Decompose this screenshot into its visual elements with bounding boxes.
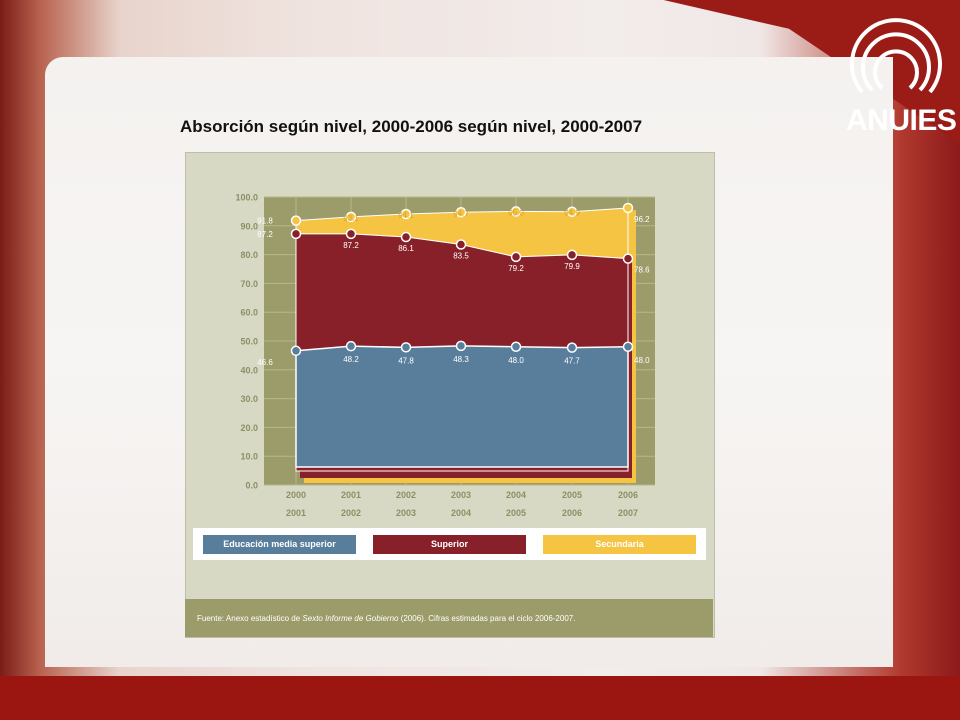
x-tick-label: 2001 <box>341 490 361 500</box>
x-tick-label: 2002 <box>341 508 361 518</box>
superior-data-label: 87.2 <box>257 230 273 239</box>
media-superior-data-label: 48.0 <box>508 356 524 365</box>
y-tick-label: 70.0 <box>240 279 258 289</box>
secundaria-data-label: 94.7 <box>453 209 469 218</box>
media-superior-data-label: 47.7 <box>564 357 580 366</box>
y-tick-label: 80.0 <box>240 250 258 260</box>
secundaria-point <box>290 215 302 226</box>
slide-title: Absorción según nivel, 2000-2006 según n… <box>180 117 643 136</box>
superior-data-label: 87.2 <box>343 241 359 250</box>
media-superior-data-label: 48.0 <box>634 356 650 365</box>
legend-item-secundaria: Secundaria <box>543 535 696 554</box>
secundaria-data-label: 94.9 <box>564 209 580 218</box>
y-tick-label: 90.0 <box>240 221 258 231</box>
y-tick-label: 50.0 <box>240 337 258 347</box>
source-prefix: Fuente: Anexo estadístico de <box>197 614 303 623</box>
x-tick-label: 2005 <box>506 508 526 518</box>
media-superior-data-label: 48.3 <box>453 355 469 364</box>
media-superior-point <box>510 341 522 353</box>
x-tick-label: 2005 <box>562 490 582 500</box>
superior-data-label: 79.2 <box>508 264 524 273</box>
logo-rings-icon <box>850 18 942 94</box>
media-superior-point <box>400 342 412 353</box>
secundaria-point <box>566 206 578 217</box>
media-superior-point <box>455 340 467 352</box>
media-superior-area <box>295 345 629 468</box>
superior-point <box>622 253 634 264</box>
superior-point <box>510 251 522 263</box>
legend-item-superior: Superior <box>373 535 526 554</box>
x-tick-label: 2006 <box>562 508 582 518</box>
media-superior-data-label: 48.2 <box>343 355 359 364</box>
y-tick-label: 100.0 <box>235 193 258 203</box>
y-tick-label: 30.0 <box>240 394 258 404</box>
secundaria-point <box>455 207 467 218</box>
x-tick-label: 2003 <box>396 508 416 518</box>
secundaria-data-label: 91.8 <box>257 217 273 226</box>
source-suffix: (2006). Cifras estimadas para el ciclo 2… <box>398 614 576 623</box>
media-superior-point <box>622 341 634 353</box>
media-superior-data-label: 46.6 <box>257 358 273 367</box>
secundaria-point <box>622 202 634 214</box>
y-tick-label: 20.0 <box>240 423 258 433</box>
x-tick-label: 2004 <box>506 490 526 500</box>
legend-item-media-superior: Educación media superior <box>203 535 356 554</box>
superior-point <box>290 228 302 240</box>
x-tick-label: 2000 <box>286 490 306 500</box>
x-tick-label: 2004 <box>451 508 471 518</box>
secundaria-point <box>510 206 522 217</box>
media-superior-point <box>345 340 357 352</box>
y-tick-label: 60.0 <box>240 308 258 318</box>
y-tick-label: 10.0 <box>240 452 258 462</box>
x-tick-label: 2007 <box>618 508 638 518</box>
chart-source-note: Fuente: Anexo estadístico de Sexto Infor… <box>185 599 713 637</box>
secundaria-data-label: 95.0 <box>508 208 524 217</box>
superior-data-label: 79.9 <box>564 262 580 271</box>
superior-point <box>455 239 467 250</box>
superior-data-label: 78.6 <box>634 266 650 275</box>
bottom-red-bar <box>0 676 960 720</box>
superior-point <box>566 249 578 261</box>
secundaria-data-label: 96.2 <box>634 215 650 224</box>
source-italic: Sexto Informe de Gobierno <box>302 614 399 623</box>
secundaria-data-label: 94.1 <box>398 211 414 220</box>
superior-data-label: 86.1 <box>398 244 414 253</box>
secundaria-data-label: 93.1 <box>343 214 359 223</box>
anuies-logo: ANUIES <box>846 12 957 142</box>
x-tick-label: 2003 <box>451 490 471 500</box>
secundaria-point <box>400 208 412 220</box>
y-tick-label: 0.0 <box>245 481 258 491</box>
x-tick-label: 2002 <box>396 490 416 500</box>
media-superior-data-label: 47.8 <box>398 356 414 365</box>
secundaria-point <box>345 211 357 223</box>
superior-data-label: 83.5 <box>453 252 469 261</box>
x-tick-label: 2001 <box>286 508 306 518</box>
x-tick-label: 2006 <box>618 490 638 500</box>
media-superior-point <box>566 342 578 353</box>
superior-point <box>400 231 412 243</box>
media-superior-point <box>290 345 302 357</box>
logo-text: ANUIES <box>846 104 957 137</box>
y-tick-label: 40.0 <box>240 365 258 375</box>
absorcion-area-chart: 0.0 10.0 20.0 30.0 40.0 50.0 60.0 70.0 80.0 90.0 1… <box>235 193 655 518</box>
superior-point <box>345 228 357 240</box>
